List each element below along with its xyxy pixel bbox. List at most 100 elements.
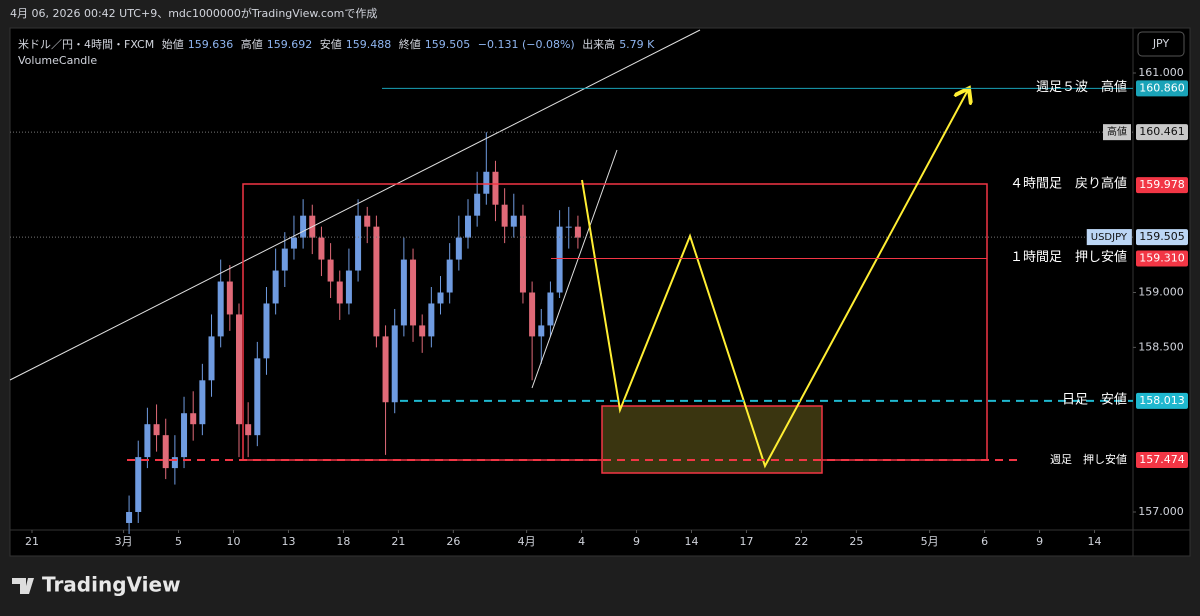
candle-body (483, 171, 490, 194)
level-name-tag: USDJPY (1091, 232, 1128, 243)
price-label-bg (1136, 451, 1188, 468)
x-tick-label: 14 (1088, 535, 1102, 548)
label: 安値 (319, 38, 342, 51)
candle-body (538, 325, 545, 337)
x-tick-label: 9 (633, 535, 640, 548)
level-name: 日足 安値 (1062, 391, 1127, 407)
candle-body (428, 303, 435, 337)
candle-body (400, 259, 407, 326)
candle-body (355, 215, 362, 271)
candle-body (272, 270, 279, 304)
caption: 4月 06, 2026 00:42 UTC+9、mdc1000000がTradi… (10, 6, 377, 20)
x-tick-label: 26 (446, 535, 460, 548)
candle-body (574, 226, 581, 238)
value: 159.505 (424, 38, 471, 51)
candle-body (235, 314, 242, 425)
y-tick-label: 161.000 (1138, 66, 1184, 79)
x-tick-label: 3月 (115, 535, 133, 548)
legend: 米ドル／円・4時間・FXCM 始値 159.636 高値 159.692 安値 159… (18, 36, 658, 52)
y-tick-label: 159.000 (1138, 285, 1184, 298)
price-label-bg (1136, 124, 1188, 141)
x-tick-label: 18 (336, 535, 350, 548)
x-tick-label: 14 (684, 535, 698, 548)
candle-body (144, 424, 151, 458)
candle-body (162, 435, 169, 469)
candle-body (126, 512, 133, 523)
target-box (601, 405, 823, 474)
price-label-bg (1136, 229, 1188, 246)
label: 高値 (240, 38, 263, 51)
label: 出来高 (582, 38, 616, 51)
candle-body (437, 292, 444, 304)
currency[interactable]: JPY (1152, 37, 1170, 50)
candle-body (410, 259, 417, 326)
candle-body (336, 281, 343, 304)
x-tick-label: 21 (391, 535, 405, 548)
logo-text: TradingView (42, 573, 181, 597)
candle-body (364, 215, 371, 227)
price-label-bg (1136, 80, 1188, 97)
candle-body (382, 336, 389, 403)
candle-body (510, 215, 517, 227)
candle-body (565, 226, 572, 228)
candle-body (171, 457, 178, 469)
symbol: 米ドル／円・4時間・FXCM (18, 38, 155, 51)
candle-body (181, 413, 188, 458)
value: 5.79 K (619, 38, 655, 51)
currency-button[interactable] (1137, 31, 1185, 57)
trendline (531, 149, 618, 389)
candle-body (245, 424, 252, 436)
candle-body (529, 292, 536, 337)
x-tick-label: 25 (849, 535, 863, 548)
candle-body (254, 358, 261, 436)
candle-body (345, 270, 352, 304)
price-label: 158.013 (1139, 394, 1185, 407)
price-label: 157.474 (1139, 453, 1185, 466)
candle-body (226, 281, 233, 315)
scenario-path (581, 90, 968, 469)
candle-body (263, 303, 270, 359)
y-tick-label: 158.500 (1138, 340, 1184, 353)
candle-body (391, 325, 398, 403)
candle-body (327, 259, 334, 282)
price-label: 159.505 (1139, 230, 1185, 243)
level-name: ４時間足 戻り高値 (1010, 176, 1127, 192)
price-label: 159.978 (1139, 178, 1185, 191)
candle-body (281, 248, 288, 271)
candle-body (519, 215, 526, 293)
label: 終値 (398, 38, 421, 51)
price-label-bg (1136, 392, 1188, 409)
price-label-bg (1136, 177, 1188, 194)
level-name-bg (1103, 124, 1131, 141)
candle-body (199, 380, 206, 425)
x-tick-label: 6 (981, 535, 988, 548)
x-tick-label: 13 (281, 535, 295, 548)
candle-body (300, 215, 307, 238)
x-tick-label: 10 (227, 535, 241, 548)
candle-body (318, 237, 325, 260)
value: 159.636 (187, 38, 234, 51)
label: 始値 (161, 38, 184, 51)
y-tick-label: 157.000 (1138, 505, 1184, 518)
price-label-bg (1136, 250, 1188, 267)
candle-body (474, 193, 481, 216)
candle-body (373, 226, 380, 337)
change: −0.131 (−0.08%) (477, 38, 575, 51)
candle-body (455, 237, 462, 260)
candle-body (464, 215, 471, 238)
x-tick-label: 5 (175, 535, 182, 548)
x-tick-label: 21 (25, 535, 39, 548)
price-label: 159.310 (1139, 251, 1185, 264)
level-name-tag: 高値 (1107, 125, 1127, 138)
candle-body (290, 237, 297, 249)
level-name: １時間足 押し安値 (1010, 249, 1127, 265)
price-label: 160.860 (1139, 81, 1185, 94)
candle-body (190, 413, 197, 425)
candle-body (501, 204, 508, 227)
price-label: 160.461 (1139, 125, 1185, 138)
candle-body (446, 259, 453, 293)
candle-body (547, 292, 554, 326)
candle-body (135, 457, 142, 513)
